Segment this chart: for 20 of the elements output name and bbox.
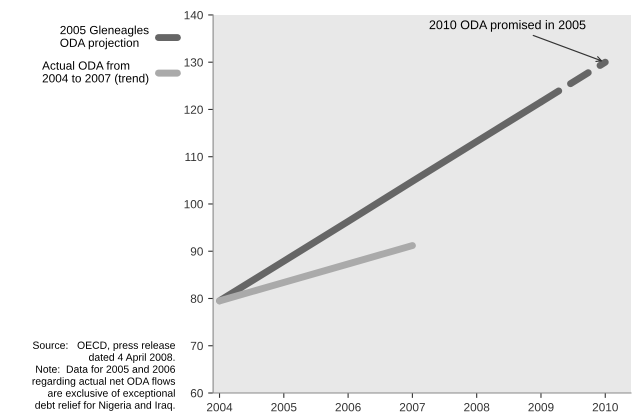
x-tick-label: 2009 <box>528 403 554 412</box>
x-tick-label: 2008 <box>464 403 490 412</box>
y-tick-label: 120 <box>184 105 203 114</box>
source-note: Source: OECD, press release dated 4 April 2008. Note: Data for 2005 and 2006 regarding actual net ODA flows are exclusive of exceptional debt relief for Nigeria and Iraq. <box>32 341 176 411</box>
y-tick-label: 100 <box>184 200 203 208</box>
y-tick-label: 130 <box>184 58 203 67</box>
y-tick-label: 140 <box>184 10 203 20</box>
x-tick-label: 2006 <box>336 403 361 412</box>
y-tick-label: 60 <box>190 389 203 398</box>
y-tick-label: 110 <box>185 152 203 162</box>
x-tick-label: 2010 <box>592 403 618 412</box>
x-tick-label: 2007 <box>400 403 425 412</box>
annotation: 2010 ODA promised in 2005 <box>430 20 586 32</box>
y-tick-label: 80 <box>190 294 203 303</box>
y-tick-label: 70 <box>190 342 203 350</box>
legend-label: Actual ODA from 2004 to 2007 (trend) <box>42 61 148 85</box>
legend-label: 2005 Gleneagles ODA projection <box>60 26 149 50</box>
x-tick-label: 2004 <box>206 403 232 412</box>
y-tick-label: 90 <box>190 247 203 256</box>
x-tick-label: 2005 <box>271 403 296 412</box>
